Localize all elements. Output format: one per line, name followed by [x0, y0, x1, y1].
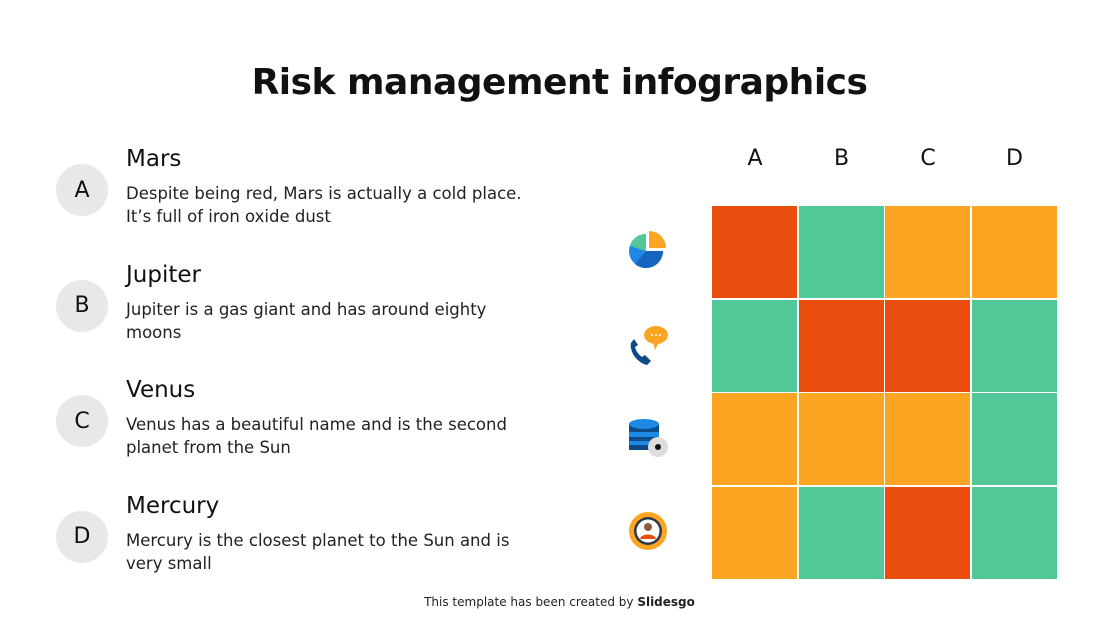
matrix-cell-red	[712, 206, 797, 298]
item-description: Venus has a beautiful name and is the se…	[126, 415, 507, 457]
matrix-cell-orange	[971, 206, 1057, 298]
column-header: D	[1006, 146, 1023, 171]
item-description: Mercury is the closest planet to the Sun…	[126, 530, 510, 573]
item-name: Mercury	[126, 492, 220, 519]
matrix-cell-orange	[712, 393, 797, 485]
footer-brand: Slidesgo	[637, 595, 695, 609]
matrix-cell-green	[971, 299, 1057, 392]
matrix-cell-orange	[712, 486, 797, 579]
matrix-cell-green	[798, 486, 884, 579]
column-header: C	[920, 146, 936, 171]
letter-badge: D	[56, 510, 108, 563]
item-name: Venus	[126, 377, 196, 403]
column-header: B	[833, 146, 850, 171]
matrix-cell-green	[971, 393, 1057, 485]
matrix-cell-red	[885, 486, 970, 579]
matrix-cell-green	[712, 299, 797, 392]
matrix-cell-green	[971, 486, 1057, 579]
matrix-cell-orange	[885, 393, 970, 485]
matrix-cell-red	[798, 299, 884, 392]
phone-chat-icon	[630, 326, 668, 365]
user-gear-icon	[629, 512, 667, 550]
matrix-cell-orange	[798, 393, 884, 485]
matrix-cell-red	[885, 299, 970, 392]
item-description: Despite being red, Mars is actually a co…	[126, 184, 522, 226]
column-header: A	[747, 146, 763, 171]
pie-chart-icon	[629, 231, 666, 269]
matrix-cell-orange	[885, 206, 970, 298]
item-name: Mars	[126, 146, 182, 172]
item-description: Jupiter is a gas giant and has around ei…	[126, 299, 487, 342]
footer-text: This template has been created by	[424, 595, 638, 609]
item-name: Jupiter	[126, 261, 201, 288]
letter-badge: C	[56, 395, 108, 447]
risk-matrix	[712, 206, 1057, 579]
database-gear-icon	[629, 419, 668, 457]
letter-badge: A	[56, 164, 108, 216]
matrix-cell-green	[798, 206, 884, 298]
letter-badge: B	[56, 279, 108, 332]
footer-credit: This template has been created by Slides…	[0, 595, 1119, 609]
page-title: Risk management infographics	[251, 62, 868, 103]
